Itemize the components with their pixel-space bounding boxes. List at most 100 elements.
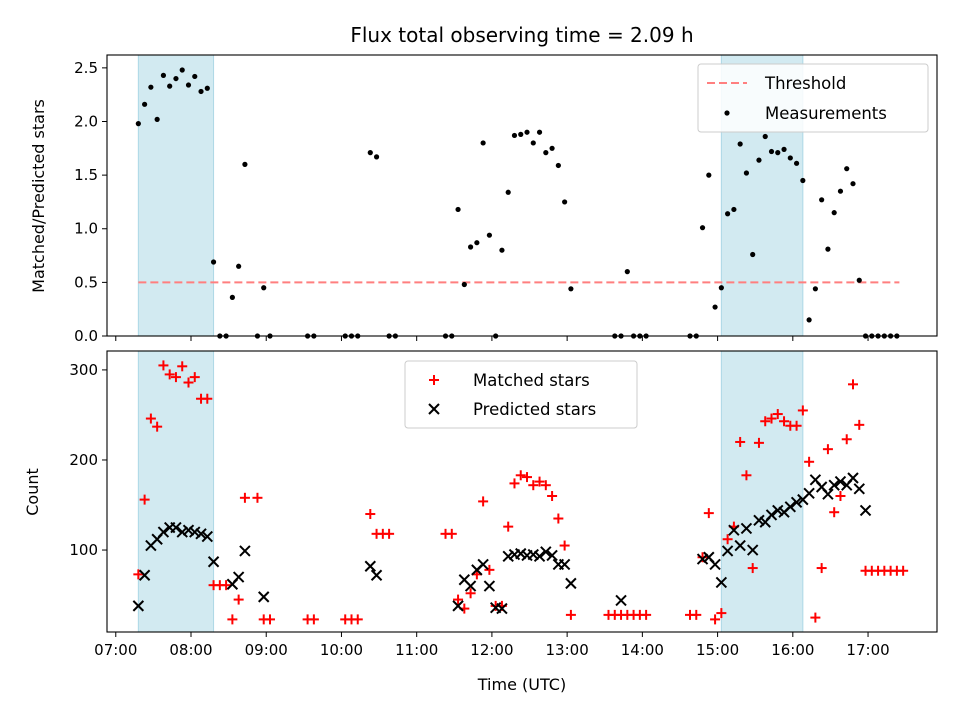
measurement-point [750, 251, 756, 258]
y-tick-label: 2.0 [74, 112, 98, 130]
measurement-point [837, 188, 844, 194]
matched-star-point [202, 393, 213, 404]
matched-star-point [791, 420, 802, 431]
y-tick-label: 1.0 [74, 220, 98, 238]
measurement-point [699, 225, 706, 231]
matched-star-point [221, 580, 232, 591]
matched-star-point [553, 513, 564, 524]
measurement-point [499, 247, 505, 253]
bottom-panel: 100 200 300 07:00 08:00 09:00 10:00 11:00 12:00 1… [69, 350, 938, 659]
predicted-star-point [615, 594, 627, 607]
measurement-point [825, 246, 831, 252]
matched-star-point [352, 614, 363, 625]
measurement-point [524, 129, 530, 135]
predicted-star-point [452, 600, 464, 612]
measurement-point [167, 83, 173, 89]
matched-star-point [747, 563, 758, 574]
matched-star-point [158, 360, 169, 371]
predicted-star-point [859, 504, 872, 517]
measurement-point [850, 181, 856, 187]
matched-star-point [722, 534, 733, 545]
predicted-star-point [715, 576, 728, 589]
x-tick-label: 14:00 [621, 641, 664, 659]
matched-star-point [183, 377, 194, 388]
measurement-point [518, 131, 524, 137]
measurement-point [856, 277, 862, 283]
matched-star-point [898, 565, 909, 576]
measurement-point [568, 286, 574, 292]
bottom-legend-box [404, 360, 638, 429]
matched-star-point [641, 609, 652, 620]
measurement-point [505, 189, 511, 195]
legend-measurements-label: Measurements [765, 104, 887, 123]
measurement-point [800, 177, 806, 184]
matched-star-point [522, 472, 533, 483]
measurement-point [768, 148, 775, 155]
matched-star-point [779, 416, 790, 427]
predicted-star-point [728, 524, 740, 536]
measurement-point [743, 170, 750, 176]
matched-star-point [164, 369, 175, 380]
x-tick-label: 08:00 [169, 641, 212, 659]
measurement-point [562, 199, 568, 205]
matched-star-point [547, 491, 558, 502]
x-tick-label: 13:00 [546, 641, 589, 659]
measurement-point [373, 154, 380, 160]
legend-measurements-swatch [724, 110, 730, 116]
top-panel: 0.0 0.5 1.0 1.5 2.0 2.5 Threshold Measurements [74, 54, 938, 345]
matched-star-point [691, 609, 702, 620]
matched-star-point [540, 480, 551, 491]
measurement-point [242, 161, 248, 167]
measurement-point [135, 121, 141, 127]
measurement-point [198, 88, 204, 95]
y-tick-label: 1.5 [74, 166, 98, 184]
matched-star-point [797, 405, 808, 416]
x-tick-label: 07:00 [94, 641, 137, 659]
predicted-star-point [195, 528, 207, 540]
measurement-point [461, 281, 467, 288]
measurement-point [185, 82, 192, 88]
measurement-point [511, 132, 518, 139]
measurement-point [624, 269, 630, 275]
matched-star-point [484, 564, 495, 575]
measurement-point [236, 263, 242, 269]
measurement-point [844, 166, 850, 172]
predicted-star-point [483, 580, 496, 592]
measurement-point [192, 73, 198, 80]
predicted-star-point [765, 509, 778, 521]
predicted-star-point [558, 558, 571, 571]
y-tick-label: 2.5 [74, 59, 98, 77]
measurement-point [787, 155, 793, 161]
measurement-point [762, 133, 768, 140]
predicted-star-point [132, 600, 145, 612]
matched-star-point [559, 540, 570, 551]
predicted-star-point [170, 521, 182, 534]
measurement-point [530, 140, 536, 146]
x-tick-label: 15:00 [696, 641, 739, 659]
measurement-point [467, 244, 474, 250]
chart-title: Flux total observing time = 2.09 h [350, 23, 693, 47]
matched-star-point [847, 379, 858, 390]
matched-star-point [384, 528, 395, 539]
matched-star-point [453, 594, 464, 605]
top-legend: Threshold Measurements [697, 63, 929, 133]
predicted-star-point [207, 556, 220, 568]
measurement-point [154, 116, 160, 122]
matched-star-point [515, 470, 526, 481]
predicted-star-point [138, 569, 151, 581]
matched-star-point [139, 494, 150, 505]
matched-star-point [565, 609, 576, 620]
x-tick-label: 11:00 [395, 641, 438, 659]
predicted-star-point [157, 526, 170, 538]
predicted-star-point [540, 546, 552, 558]
top-y-axis-label: Matched/Predicted stars [29, 99, 48, 293]
matched-star-point [227, 614, 238, 625]
predicted-star-point [803, 487, 815, 500]
measurement-point [210, 259, 217, 265]
measurement-point [160, 72, 167, 78]
matched-star-point [152, 421, 163, 432]
predicted-star-point [746, 544, 759, 556]
measurement-point [806, 317, 812, 323]
predicted-star-point [721, 545, 734, 557]
predicted-star-point [565, 577, 577, 590]
